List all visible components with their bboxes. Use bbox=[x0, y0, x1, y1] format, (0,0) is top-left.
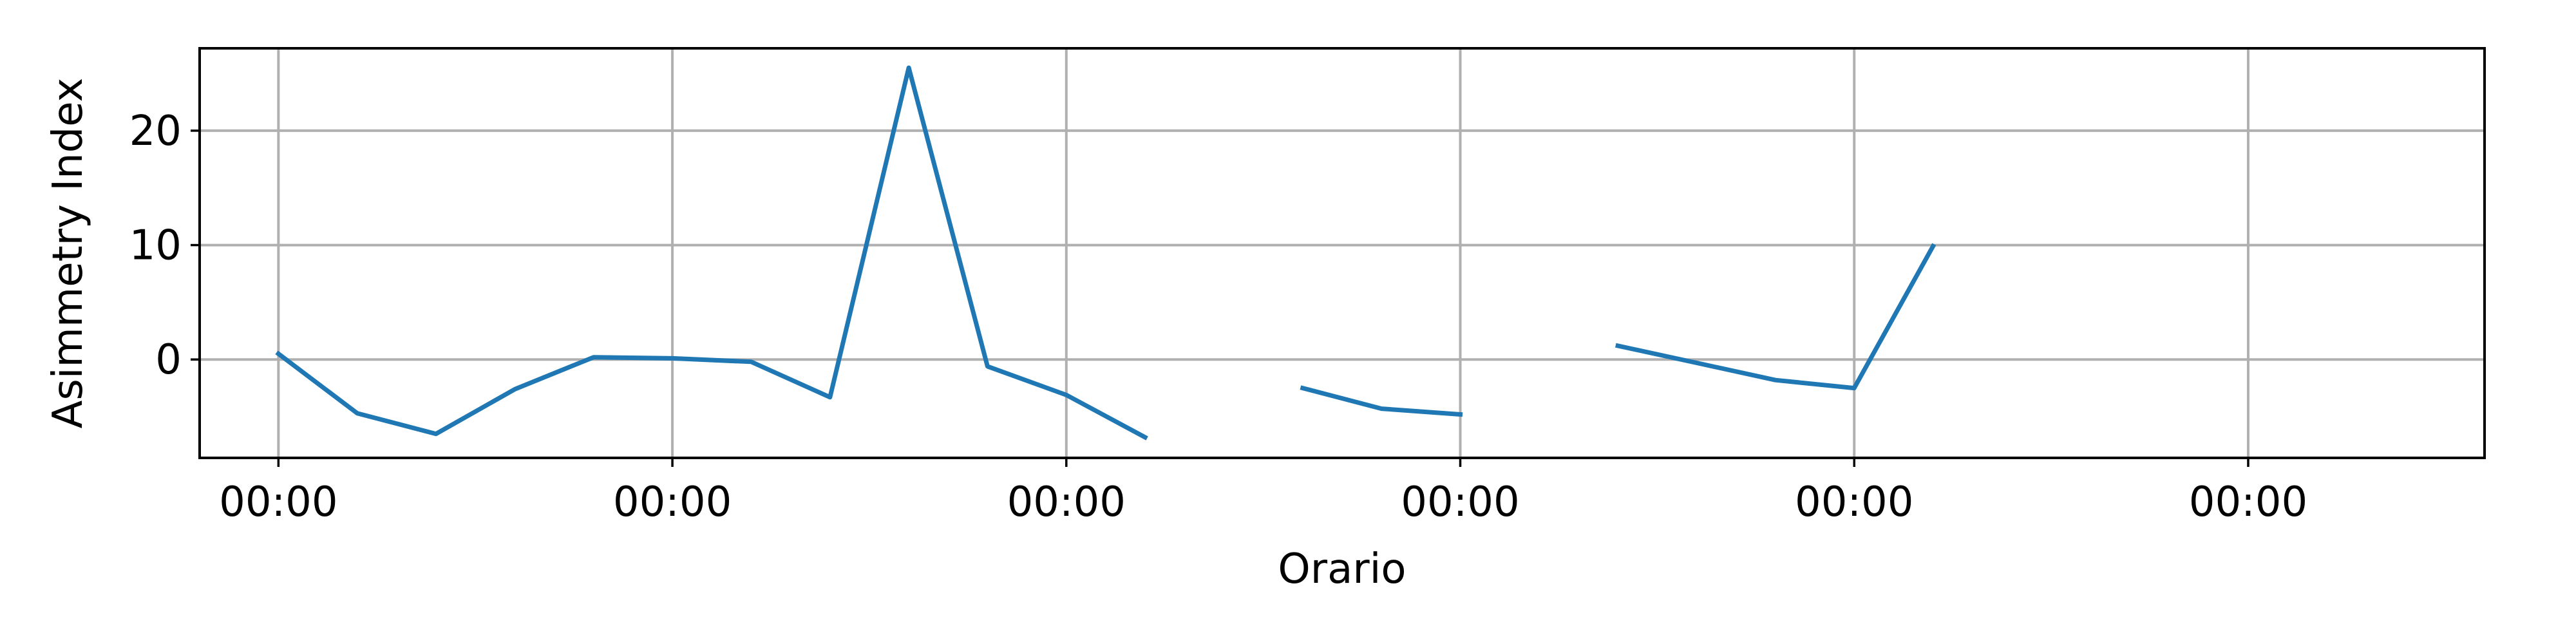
series-group bbox=[275, 65, 1937, 440]
x-tick-label: 00:00 bbox=[1007, 478, 1126, 526]
x-tick-label: 00:00 bbox=[1795, 478, 1913, 526]
x-tick-label: 00:00 bbox=[219, 478, 337, 526]
y-tick-label: 0 bbox=[155, 336, 182, 384]
series-line bbox=[1300, 385, 1463, 417]
grid bbox=[200, 48, 2485, 458]
series-line bbox=[1615, 243, 1937, 391]
series-line bbox=[275, 65, 1148, 440]
y-tick-label: 10 bbox=[129, 222, 182, 270]
x-tick-label: 00:00 bbox=[613, 478, 732, 526]
x-tick-label: 00:00 bbox=[1401, 478, 1519, 526]
y-axis-label: Asimmetry Index bbox=[44, 78, 92, 429]
x-tick-label: 00:00 bbox=[2189, 478, 2307, 526]
plot-frame bbox=[198, 47, 2486, 459]
y-axis: 0 10 20 bbox=[129, 108, 200, 384]
x-axis-label: Orario bbox=[1278, 545, 1406, 593]
y-tick-label: 20 bbox=[129, 108, 182, 155]
